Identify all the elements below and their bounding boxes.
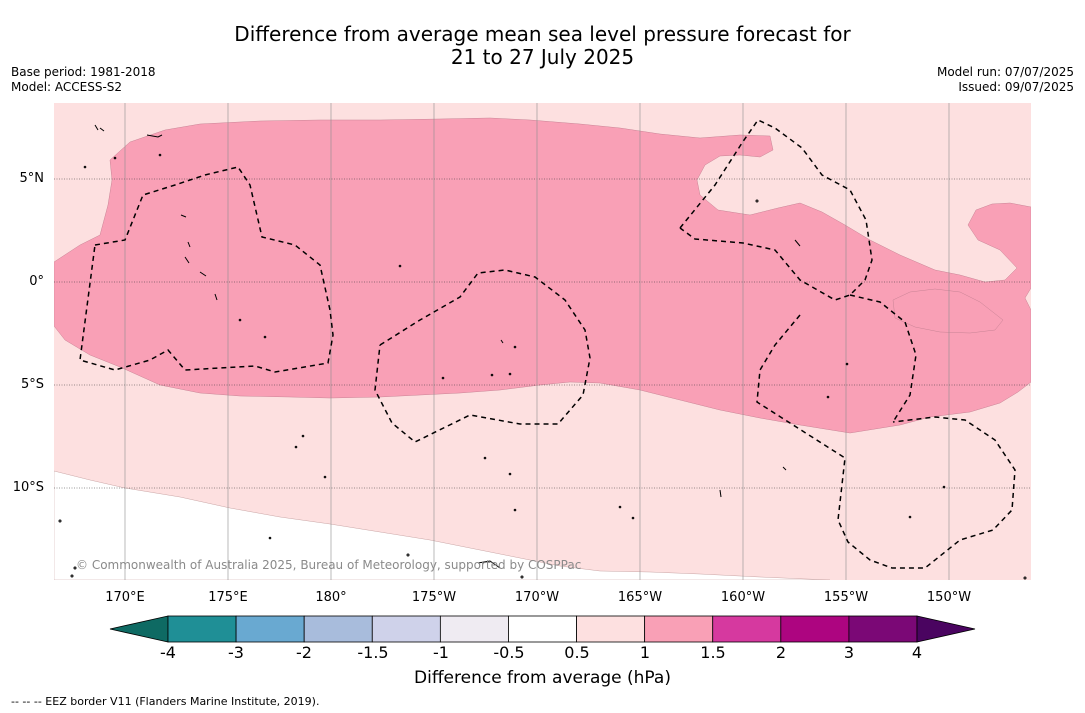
- colorbar-tick-2: 2: [775, 643, 787, 662]
- metadata-right: Model run: 07/07/2025 Issued: 09/07/2025: [937, 65, 1074, 95]
- lon-label-160w: 160°W: [720, 590, 766, 605]
- lon-label-155w: 155°W: [823, 590, 869, 605]
- lon-label-180: 180°: [315, 590, 347, 605]
- colorbar-tick-m4: -4: [160, 643, 176, 662]
- map-title-line2: 21 to 27 July 2025: [450, 45, 635, 69]
- colorbar-tick-0.5: 0.5: [564, 643, 590, 662]
- map-title-line1: Difference from average mean sea level p…: [234, 22, 851, 46]
- colorbar-tick-m2: -2: [296, 643, 312, 662]
- longitude-gridlines: [124, 103, 950, 580]
- colorbar-tick-1: 1: [639, 643, 651, 662]
- copyright-notice: © Commonwealth of Australia 2025, Bureau…: [76, 558, 582, 572]
- lon-label-165w: 165°W: [617, 590, 663, 605]
- colorbar-segments: [167, 615, 918, 643]
- eez-legend-footer: -- -- -- EEZ border V11 (Flanders Marine…: [11, 695, 320, 708]
- colorbar-tick-m3: -3: [228, 643, 244, 662]
- colorbar-tick-m1: -1: [433, 643, 449, 662]
- lat-label-0: 0°: [29, 274, 44, 289]
- lat-label-5n: 5°N: [19, 171, 45, 186]
- colorbar-tick-m1.5: -1.5: [357, 643, 389, 662]
- lon-label-175e: 175°E: [208, 590, 248, 605]
- eez-borders: [79, 119, 1016, 569]
- colorbar-segment: [303, 615, 373, 643]
- anomaly-region-below-0.5: [54, 470, 831, 580]
- metadata-left: Base period: 1981-2018 Model: ACCESS-S2: [11, 65, 156, 95]
- model-run-text: Model run: 07/07/2025: [936, 65, 1074, 79]
- lon-label-175w: 175°W: [411, 590, 457, 605]
- island-coastlines: [58, 124, 1027, 580]
- lat-label-10s: 10°S: [12, 480, 44, 495]
- colorbar-tick-3: 3: [843, 643, 855, 662]
- colorbar-extend-low: [109, 615, 169, 643]
- colorbar-segment: [439, 615, 509, 643]
- colorbar-segment: [576, 615, 646, 643]
- colorbar-segment: [780, 615, 850, 643]
- issued-text: Issued: 09/07/2025: [958, 80, 1074, 94]
- colorbar-segment: [167, 615, 237, 643]
- colorbar-segment: [235, 615, 305, 643]
- colorbar-tick-m0.5: -0.5: [493, 643, 525, 662]
- colorbar-segment: [712, 615, 782, 643]
- colorbar-label: Difference from average (hPa): [414, 668, 671, 688]
- lon-label-150w: 150°W: [926, 590, 972, 605]
- colorbar-segment: [644, 615, 714, 643]
- lon-label-170w: 170°W: [514, 590, 560, 605]
- colorbar-tick-4: 4: [911, 643, 923, 662]
- colorbar-extend-high: [916, 615, 976, 643]
- anomaly-region-1-1.5: [54, 117, 1031, 434]
- model-text: Model: ACCESS-S2: [11, 80, 123, 94]
- colorbar-segment: [371, 615, 441, 643]
- colorbar-segment: [848, 615, 918, 643]
- lat-label-5s: 5°S: [20, 377, 44, 392]
- colorbar-tick-1.5: 1.5: [700, 643, 726, 662]
- lon-label-170e: 170°E: [105, 590, 145, 605]
- colorbar-segment: [508, 615, 577, 643]
- base-period-text: Base period: 1981-2018: [11, 65, 156, 79]
